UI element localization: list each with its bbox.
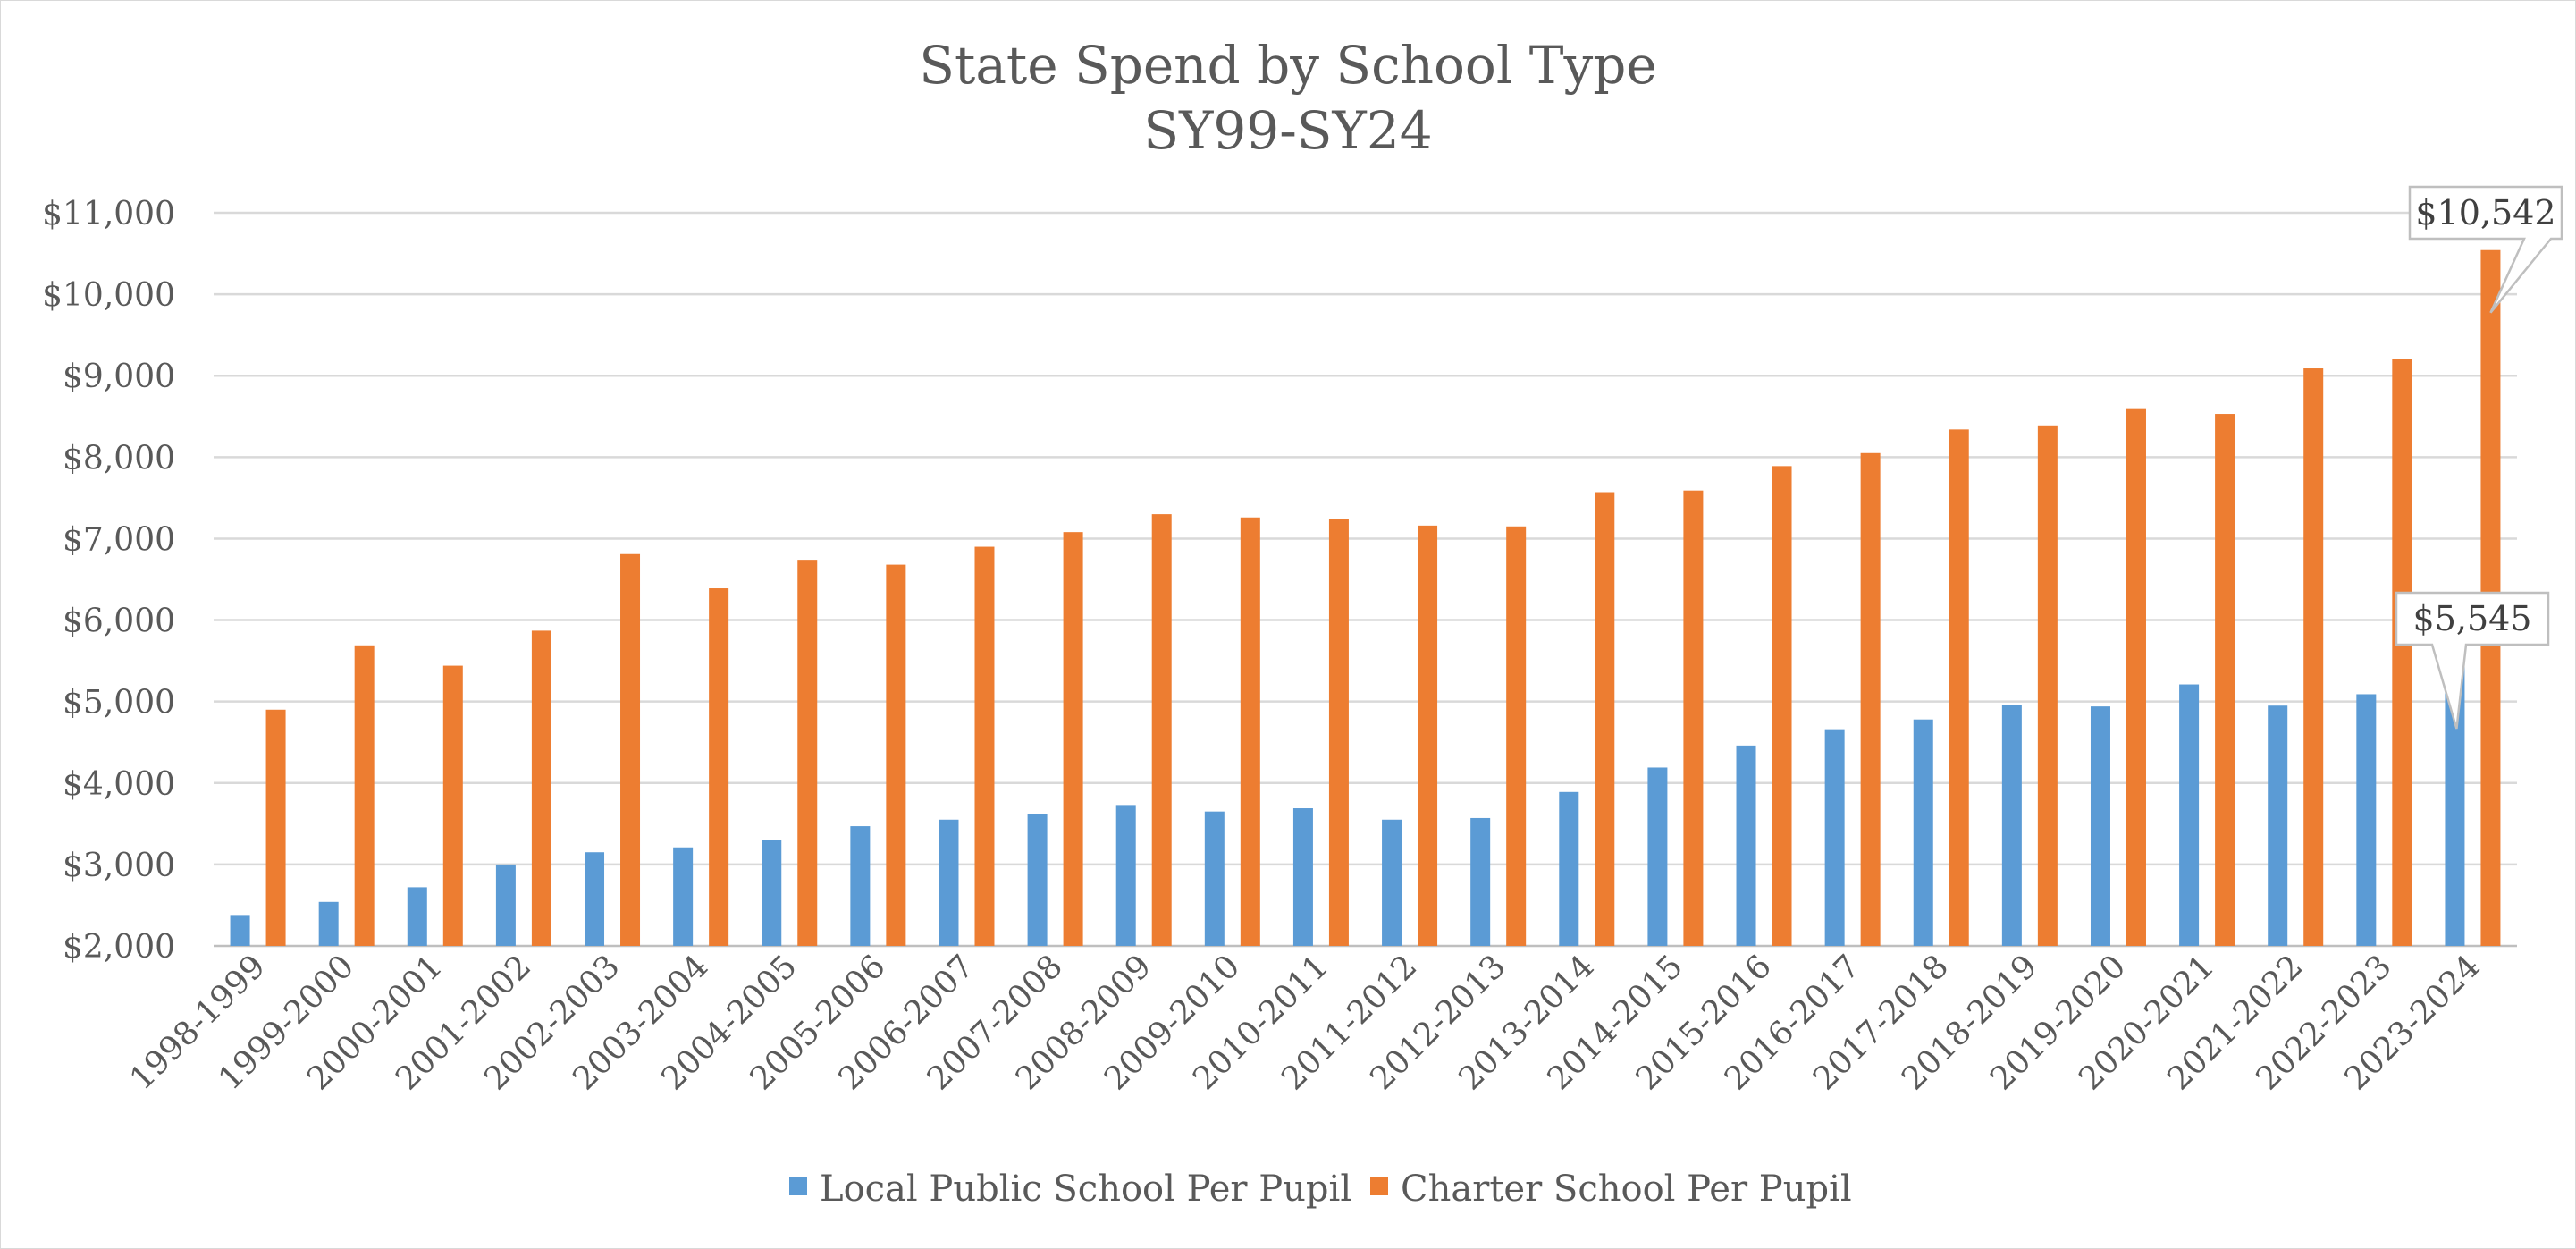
y-tick-label: $3,000	[63, 848, 175, 884]
y-tick-label: $10,000	[42, 277, 175, 314]
bar-charter	[2126, 408, 2146, 947]
legend-label: Local Public School Per Pupil	[820, 1169, 1351, 1210]
legend-swatch-local-public	[789, 1177, 807, 1195]
y-tick-label: $11,000	[42, 196, 175, 232]
bar-charter	[2037, 425, 2058, 946]
bar-local-public	[939, 819, 959, 946]
bar-local-public	[1115, 805, 1136, 946]
legend-label: Charter School Per Pupil	[1401, 1169, 1852, 1210]
bar-local-public	[2179, 684, 2200, 946]
bar-local-public	[1736, 745, 1756, 946]
bar-charter	[265, 709, 286, 946]
bar-charter	[1683, 490, 1704, 946]
bar-local-public	[318, 901, 339, 946]
data-callouts: $10,542 $5,545	[2395, 185, 2563, 730]
bar-charter	[1506, 526, 1527, 946]
bar-charter	[1240, 517, 1260, 946]
bar-local-public	[2356, 694, 2377, 946]
y-tick-label: $5,000	[63, 685, 175, 722]
x-axis-ticks: 1998-19991999-20002000-20012001-20022002…	[123, 948, 2488, 1097]
bar-charter	[2215, 414, 2235, 946]
bar-charter	[1860, 452, 1881, 946]
bar-local-public	[1470, 817, 1491, 946]
y-axis-ticks: $2,000 $3,000 $4,000 $5,000 $6,000 $7,000 $8,0…	[42, 196, 175, 966]
bar-charter	[1949, 429, 1969, 946]
bar-local-public	[407, 887, 427, 946]
bar-local-public	[1292, 808, 1313, 946]
bar-charter	[709, 588, 729, 946]
bar-charter	[974, 546, 995, 946]
legend-swatch-charter	[1370, 1177, 1388, 1195]
bar-local-public	[230, 915, 250, 946]
gridlines	[214, 211, 2517, 948]
bar-charter	[531, 630, 551, 946]
bars	[230, 249, 2501, 947]
legend: Local Public School Per Pupil Charter Sch…	[789, 1169, 1852, 1210]
bar-local-public	[2090, 706, 2110, 946]
y-tick-label: $9,000	[63, 359, 175, 395]
bar-local-public	[1027, 814, 1048, 946]
data-label: $10,542	[2415, 193, 2555, 232]
bar-local-public	[1559, 791, 1579, 946]
callout-box	[2408, 185, 2563, 314]
callout-box	[2395, 591, 2550, 730]
chart-title: State Spend by School Type	[919, 35, 1656, 96]
bar-local-public	[1204, 811, 1225, 946]
bar-charter	[1063, 532, 1083, 946]
bar-charter	[442, 665, 463, 946]
bar-charter	[1418, 525, 1438, 946]
bar-local-public	[2268, 705, 2288, 946]
y-tick-label: $4,000	[63, 766, 175, 803]
bar-local-public	[2445, 657, 2465, 946]
bar-local-public	[1647, 767, 1668, 946]
y-tick-label: $8,000	[63, 440, 175, 477]
data-label: $5,545	[2413, 599, 2532, 638]
bar-charter	[354, 645, 375, 946]
y-tick-label: $6,000	[63, 603, 175, 640]
bar-charter	[620, 553, 641, 946]
bar-local-public	[585, 852, 605, 946]
chart-subtitle: SY99-SY24	[1143, 100, 1432, 161]
bar-charter	[1328, 519, 1349, 946]
bar-local-public	[850, 826, 871, 946]
bar-charter	[1595, 492, 1615, 946]
bar-charter	[797, 560, 818, 946]
bar-local-public	[762, 840, 782, 946]
bar-charter	[886, 564, 906, 946]
y-tick-label: $7,000	[63, 521, 175, 558]
bar-charter	[1772, 466, 1792, 946]
bar-local-public	[1824, 729, 1845, 946]
bar-local-public	[673, 847, 694, 946]
bar-charter	[1151, 514, 1172, 946]
bar-local-public	[495, 864, 516, 946]
bar-charter	[2303, 368, 2324, 946]
bar-local-public	[1382, 819, 1402, 946]
bar-local-public	[1913, 719, 1933, 946]
bar-local-public	[2001, 705, 2022, 946]
bar-charter	[2392, 359, 2412, 947]
y-tick-label: $2,000	[63, 929, 175, 966]
